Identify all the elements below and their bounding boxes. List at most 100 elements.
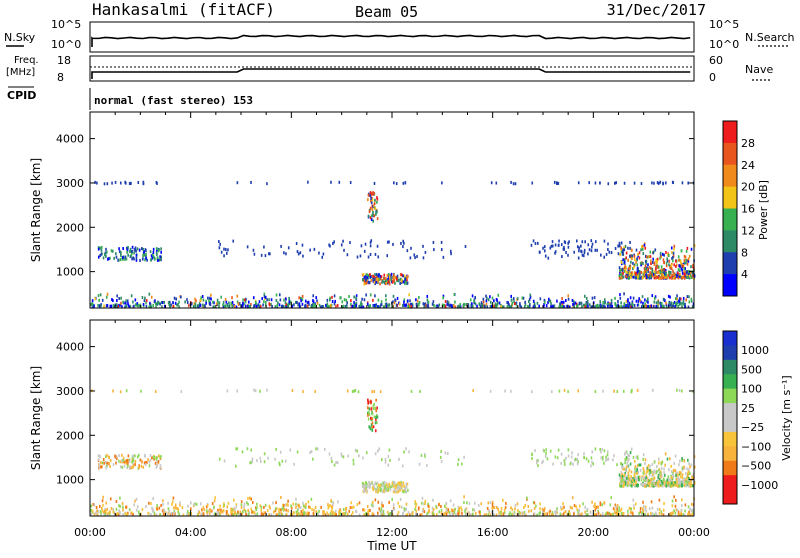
data-cell	[674, 511, 677, 515]
data-cell	[303, 505, 306, 509]
data-cell	[377, 274, 379, 278]
data-cell	[379, 274, 382, 278]
data-cell	[571, 451, 573, 455]
data-cell	[393, 488, 396, 492]
data-cell	[594, 305, 596, 309]
data-cell	[679, 475, 682, 479]
data-cell	[642, 244, 644, 248]
data-cell	[626, 509, 629, 513]
data-cell	[646, 275, 649, 279]
data-cell	[678, 300, 681, 304]
data-cell	[178, 512, 180, 516]
data-cell	[687, 480, 689, 484]
nave-tick-bottom: 0	[709, 71, 716, 84]
data-cell	[596, 505, 599, 509]
data-cell	[255, 304, 258, 308]
data-cell	[253, 388, 255, 392]
data-cell	[312, 457, 314, 461]
data-cell	[603, 501, 605, 505]
data-cell	[523, 305, 526, 309]
data-cell	[156, 301, 159, 305]
data-cell	[618, 241, 621, 245]
data-cell	[159, 466, 162, 470]
data-cell	[97, 457, 100, 461]
data-cell	[206, 503, 209, 507]
data-cell	[278, 293, 281, 297]
station-title: Hankasalmi (fitACF)	[92, 0, 275, 19]
data-cell	[617, 299, 619, 303]
data-cell	[227, 513, 230, 517]
data-cell	[632, 267, 634, 271]
data-cell	[576, 239, 578, 243]
data-cell	[628, 271, 631, 275]
data-cell	[623, 480, 625, 484]
data-cell	[630, 254, 633, 258]
data-cell	[556, 299, 558, 303]
data-cell	[398, 302, 401, 306]
data-cell	[427, 502, 429, 506]
data-cell	[162, 502, 164, 506]
data-cell	[108, 461, 110, 465]
data-cell	[331, 505, 334, 509]
data-cell	[568, 305, 571, 309]
data-cell	[680, 480, 683, 484]
data-cell	[131, 511, 133, 515]
data-cell	[99, 465, 102, 469]
data-cell	[663, 471, 665, 475]
data-cell	[290, 506, 293, 510]
data-cell	[684, 302, 686, 306]
data-cell	[157, 249, 160, 253]
x-tick-label: 08:00	[275, 526, 307, 539]
data-cell	[684, 255, 687, 259]
data-cell	[642, 453, 645, 457]
data-cell	[443, 512, 446, 516]
data-cell	[217, 508, 219, 512]
data-cell	[595, 513, 598, 517]
data-cell	[237, 510, 239, 514]
data-cell	[631, 303, 634, 307]
data-cell	[627, 458, 629, 462]
data-cell	[449, 499, 452, 503]
data-cell	[512, 182, 515, 186]
data-cell	[360, 301, 362, 305]
data-cell	[381, 512, 384, 516]
data-cell	[152, 251, 155, 255]
data-cell	[128, 459, 131, 463]
data-cell	[659, 480, 662, 484]
data-cell	[421, 496, 424, 500]
data-cell	[634, 258, 636, 262]
data-cell	[682, 299, 685, 303]
data-cell	[643, 243, 646, 247]
data-cell	[650, 259, 652, 263]
data-cell	[291, 388, 294, 392]
data-cell	[217, 513, 219, 517]
data-cell	[372, 192, 374, 196]
data-cell	[631, 484, 633, 488]
data-cell	[418, 506, 420, 510]
data-cell	[366, 504, 369, 508]
data-cell	[173, 511, 175, 515]
data-cell	[387, 489, 390, 493]
data-cell	[594, 447, 597, 451]
data-cell	[338, 510, 340, 514]
data-cell	[91, 299, 94, 303]
data-cell	[685, 477, 688, 481]
data-cell	[624, 461, 626, 465]
data-cell	[651, 270, 654, 274]
data-cell	[138, 512, 141, 516]
data-cell	[333, 294, 336, 298]
data-cell	[110, 249, 113, 253]
data-cell	[129, 255, 132, 259]
data-cell	[338, 180, 341, 184]
data-cell	[678, 479, 681, 483]
data-cell	[182, 513, 185, 517]
data-cell	[524, 300, 526, 304]
data-cell	[454, 507, 457, 511]
colorbar-swatch	[723, 230, 737, 253]
data-cell	[388, 448, 391, 452]
data-cell	[123, 460, 126, 464]
data-cell	[510, 294, 512, 298]
data-cell	[285, 302, 287, 306]
data-cell	[370, 193, 372, 197]
data-cell	[125, 505, 127, 509]
